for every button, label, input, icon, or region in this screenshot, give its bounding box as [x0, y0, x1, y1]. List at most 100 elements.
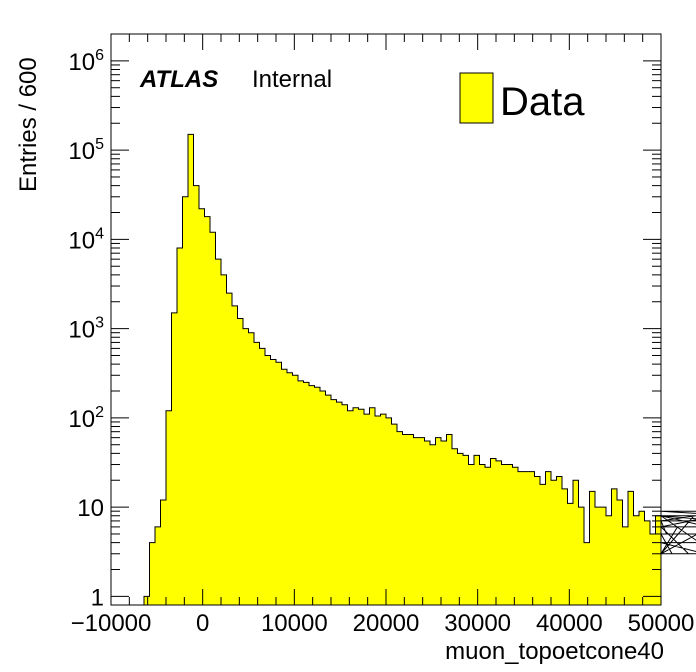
histogram-bin — [325, 395, 332, 605]
histogram-bin — [644, 520, 651, 605]
y-tick-label: 103 — [68, 315, 104, 344]
histogram-bin — [397, 431, 403, 605]
histogram-bin — [556, 476, 563, 605]
y-tick-label: 105 — [68, 136, 104, 165]
histogram-bin — [507, 464, 513, 605]
histogram-bin — [144, 596, 150, 605]
histogram-bin — [221, 274, 227, 605]
y-tick-label: 1 — [91, 584, 104, 611]
histogram-bin — [342, 404, 348, 605]
histogram-bin — [408, 434, 414, 605]
histogram-bin — [199, 208, 205, 606]
x-tick-label: 0 — [196, 610, 209, 637]
histogram-bin — [353, 407, 359, 605]
histogram-bin — [413, 437, 420, 605]
histogram-bin — [303, 382, 310, 605]
histogram-bin — [518, 471, 524, 605]
histogram-bin — [501, 464, 508, 605]
x-tick-label: 40000 — [536, 610, 603, 637]
histogram-bin — [496, 460, 502, 605]
histogram-bin — [529, 471, 535, 605]
histogram-bin — [270, 359, 277, 605]
histogram-bin — [171, 312, 178, 605]
histogram-bin — [287, 372, 293, 605]
histogram-bin — [430, 444, 436, 605]
histogram-bin — [435, 437, 442, 605]
histogram-bin — [375, 415, 381, 605]
histogram-bin — [358, 409, 365, 605]
histogram-bin — [155, 526, 161, 605]
histogram-bin — [479, 464, 486, 605]
histogram-bin — [391, 424, 398, 605]
histogram-bin — [243, 328, 249, 605]
y-tick-label: 10 — [77, 495, 104, 522]
histogram-bin — [419, 437, 425, 605]
histogram-bin — [600, 507, 607, 605]
histogram-bin — [364, 414, 370, 605]
histogram-bin — [210, 232, 216, 606]
histogram-bin — [523, 471, 530, 605]
y-tick-label: 106 — [68, 47, 104, 76]
x-axis-ticks: −10000 0 10000 20000 30000 40000 50000 — [71, 34, 695, 637]
histogram-bin — [380, 414, 387, 605]
histogram-bin — [226, 293, 233, 605]
y-tick-label: 102 — [68, 404, 104, 433]
histogram-bin — [468, 464, 475, 605]
histogram-bin — [320, 390, 326, 605]
histogram-bin — [386, 417, 392, 605]
histogram-bin — [182, 196, 189, 605]
histogram-bin — [331, 399, 337, 605]
histogram-bin — [149, 542, 156, 605]
histogram-bin — [584, 542, 590, 605]
histogram-bin — [232, 305, 238, 605]
histogram-bins — [144, 134, 662, 606]
x-tick-label: 50000 — [628, 610, 695, 637]
histogram-bin — [160, 500, 167, 605]
histogram-bin — [369, 407, 376, 605]
histogram-bin — [441, 441, 447, 605]
histogram-bin — [655, 515, 662, 605]
histogram-bin — [452, 448, 458, 605]
x-tick-label: 10000 — [261, 610, 328, 637]
histogram-bin — [347, 410, 354, 605]
histogram-bin — [237, 318, 244, 605]
histogram-bin — [617, 500, 623, 605]
histogram-bin — [485, 467, 491, 605]
histogram-bin — [276, 362, 282, 605]
histogram-bin — [248, 332, 255, 605]
histogram-bin — [474, 455, 480, 605]
histogram-bin — [402, 434, 409, 605]
x-axis-label: muon_topoetcone40 — [445, 638, 664, 665]
histogram-bin — [215, 259, 222, 605]
histogram-bin — [573, 480, 579, 605]
histogram-bin — [551, 480, 557, 605]
histogram-bin — [259, 348, 266, 605]
histogram-outline — [143, 133, 696, 605]
histogram-bin — [292, 375, 299, 605]
x-tick-label: 30000 — [444, 610, 511, 637]
histogram-bin — [628, 491, 634, 605]
y-axis-ticks: 1 10 102 103 104 105 106 — [68, 33, 661, 611]
histogram-bin — [589, 491, 596, 605]
histogram-bin — [446, 434, 453, 605]
legend-label: Data — [500, 80, 585, 124]
histogram-bin — [457, 453, 464, 605]
x-tick-label: −10000 — [71, 610, 152, 637]
histogram-bin — [188, 134, 194, 605]
histogram-bin — [281, 369, 288, 605]
histogram-bin — [595, 507, 601, 605]
histogram-bin — [540, 484, 546, 605]
histogram-bin — [490, 458, 497, 605]
histogram-bin — [309, 385, 315, 605]
histogram-bin — [545, 471, 552, 605]
y-tick-label: 104 — [68, 225, 104, 254]
histogram-bin — [639, 511, 645, 605]
histogram-bin — [177, 248, 183, 605]
histogram-bin — [298, 380, 304, 605]
histogram-bin — [204, 216, 211, 605]
histogram-bin — [578, 507, 585, 605]
y-axis-label: Entries / 600 — [15, 57, 42, 192]
histogram-bin — [606, 515, 612, 605]
histogram-bin — [534, 476, 541, 605]
